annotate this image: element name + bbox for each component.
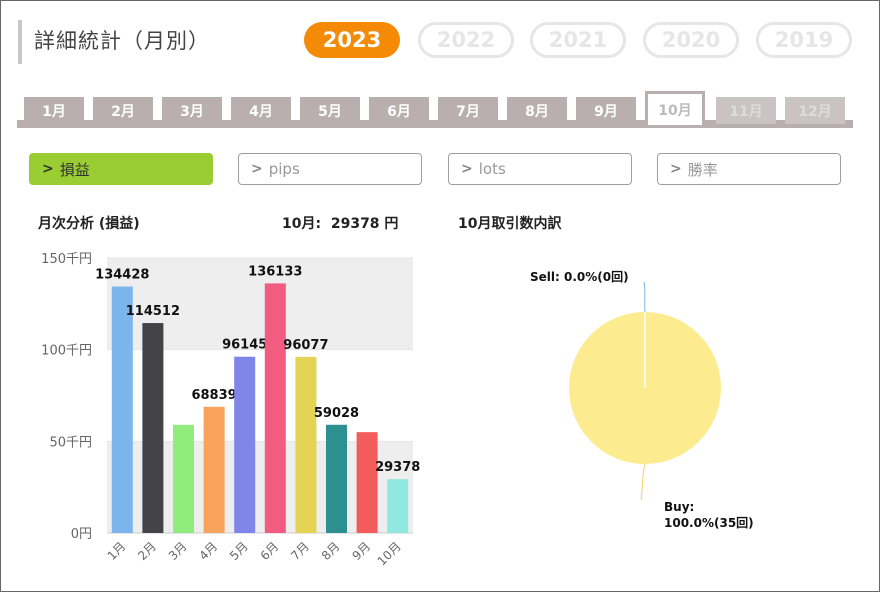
buy-connector (640, 463, 646, 501)
bar-data-label: 96077 (283, 338, 328, 353)
x-tick-label: 7月 (288, 539, 312, 563)
chevron-right-icon: > (670, 161, 682, 177)
bar-data-label: 114512 (126, 304, 180, 319)
buy-label: Buy: (664, 500, 694, 514)
bar-data-label: 29378 (375, 460, 420, 475)
y-tick-label: 150千円 (41, 252, 92, 267)
year-2020-button[interactable]: 2020 (643, 22, 739, 58)
tab-month-6[interactable]: 6月 (369, 97, 429, 124)
chevron-right-icon: > (251, 161, 263, 177)
bar-data-label: 96145 (222, 338, 267, 353)
y-tick-label: 100千円 (41, 344, 92, 359)
metric-lots-label: lots (478, 160, 506, 178)
chevron-right-icon: > (461, 161, 473, 177)
bar-7月[interactable] (295, 356, 317, 533)
bar-data-label: 68839 (191, 388, 236, 403)
sell-connector (643, 281, 646, 313)
bar-4月[interactable] (203, 406, 225, 533)
tab-month-5[interactable]: 5月 (300, 97, 360, 124)
x-tick-label: 9月 (349, 539, 373, 563)
breakdown-title: 10月取引数内訳 (458, 216, 562, 232)
metric-lots-button[interactable]: > lots (448, 153, 632, 185)
x-tick-label: 5月 (227, 539, 251, 563)
bar-8月[interactable] (326, 424, 347, 533)
summary-value: 29378 円 (330, 216, 399, 232)
metric-pips-button[interactable]: > pips (238, 153, 422, 185)
tab-month-9[interactable]: 9月 (576, 97, 636, 124)
monthly-chart-title: 月次分析 (損益) (38, 216, 140, 232)
year-2023-button[interactable]: 2023 (304, 22, 400, 58)
sell-label: Sell: 0.0%(0回) (530, 270, 629, 284)
month-tab-strip (17, 120, 853, 128)
bar-data-label: 134428 (95, 268, 149, 283)
y-tick-label: 50千円 (49, 435, 92, 450)
x-tick-label: 2月 (135, 539, 159, 563)
bar-2月[interactable] (142, 323, 164, 533)
title-accent-bar (18, 20, 22, 64)
tab-month-8[interactable]: 8月 (507, 97, 567, 124)
bar-9月[interactable] (356, 432, 378, 533)
summary-month: 10月: (282, 216, 322, 232)
tab-month-10[interactable]: 10月 (645, 91, 705, 125)
monthly-summary: 10月: 29378 円 (282, 213, 398, 233)
x-tick-label: 6月 (258, 539, 282, 563)
bar-1月[interactable] (111, 286, 133, 533)
page-title: 詳細統計（月別） (34, 29, 210, 53)
x-tick-label: 1月 (105, 539, 129, 563)
bar-data-label: 59028 (314, 406, 359, 421)
bar-5月[interactable] (234, 356, 256, 533)
year-2021-button[interactable]: 2021 (530, 22, 626, 58)
bar-data-label: 136133 (248, 264, 302, 279)
metric-pips-label: pips (268, 160, 300, 178)
x-tick-label: 4月 (196, 539, 220, 563)
year-2022-button[interactable]: 2022 (418, 22, 514, 58)
y-tick-label: 0円 (71, 527, 92, 542)
tab-month-3[interactable]: 3月 (162, 97, 222, 124)
bar-3月[interactable] (173, 424, 194, 533)
tab-month-11[interactable]: 11月 (716, 97, 776, 124)
buy-detail: 100.0%(35回) (664, 516, 754, 530)
tab-month-12[interactable]: 12月 (785, 97, 845, 124)
x-tick-label: 10月 (375, 539, 404, 568)
metric-winrate-label: 勝率 (687, 160, 718, 179)
tab-month-1[interactable]: 1月 (24, 97, 84, 124)
bar-6月[interactable] (264, 283, 286, 533)
x-tick-label: 8月 (319, 539, 343, 563)
year-2019-button[interactable]: 2019 (756, 22, 852, 58)
chevron-right-icon: > (42, 161, 54, 177)
tab-month-4[interactable]: 4月 (231, 97, 291, 124)
x-tick-label: 3月 (166, 539, 190, 563)
metric-winrate-button[interactable]: > 勝率 (657, 153, 841, 185)
trade-breakdown-pie-chart: Sell: 0.0%(0回) Buy: 100.0%(35回) (530, 270, 754, 530)
metric-profit-button[interactable]: > 損益 (29, 153, 213, 185)
bar-10月[interactable] (387, 479, 409, 533)
tab-month-2[interactable]: 2月 (93, 97, 153, 124)
metric-profit-label: 損益 (59, 160, 90, 179)
tab-month-7[interactable]: 7月 (438, 97, 498, 124)
